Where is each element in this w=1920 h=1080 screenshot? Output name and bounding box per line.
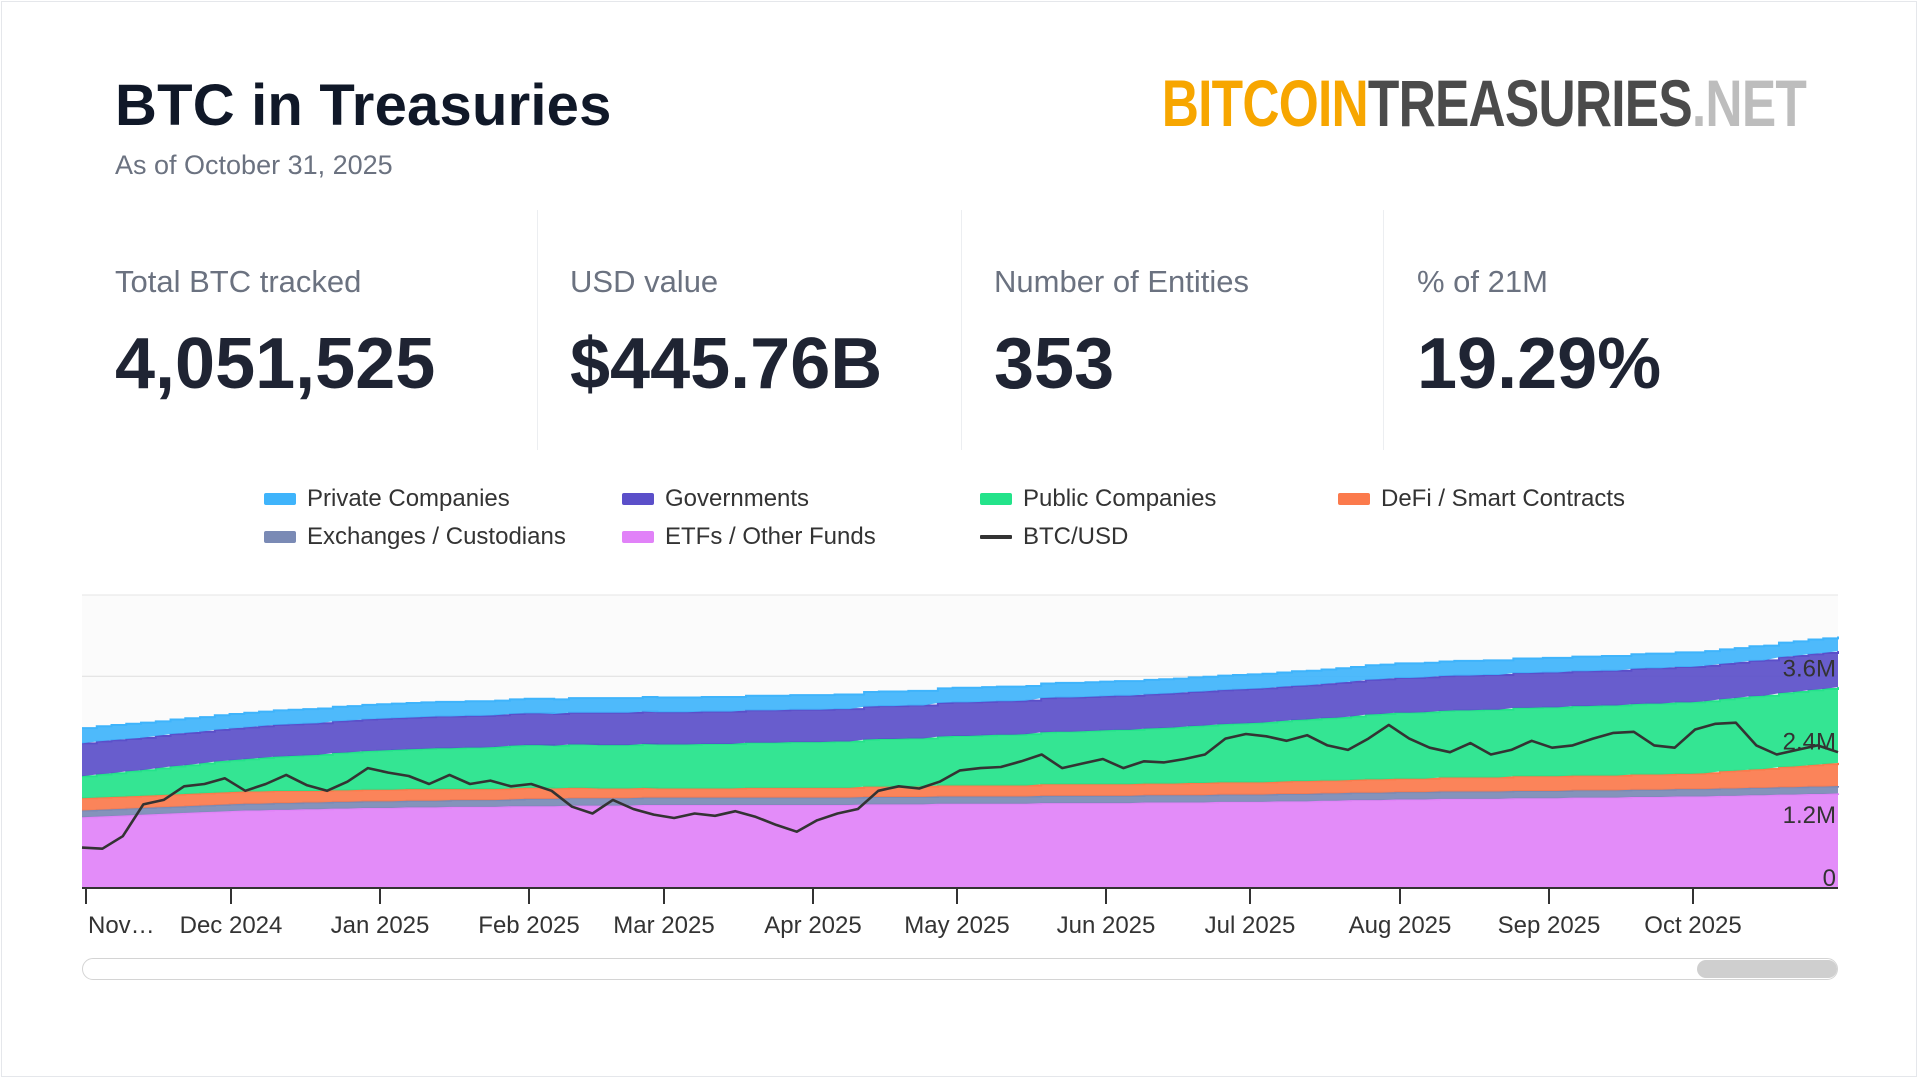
legend-label: ETFs / Other Funds — [665, 523, 876, 550]
x-tick-label: Feb 2025 — [478, 912, 579, 939]
stat-value: 19.29% — [1417, 324, 1662, 404]
x-tick-label: Jul 2025 — [1205, 912, 1296, 939]
y-tick-label: 2.4M — [1783, 729, 1836, 756]
stat-value: 4,051,525 — [115, 324, 436, 404]
area-defi-smart-contracts — [82, 762, 1838, 811]
stat-divider — [961, 210, 962, 450]
as-of-date: As of October 31, 2025 — [115, 150, 393, 180]
y-tick-label: 0 — [1823, 865, 1836, 892]
stat-value: 353 — [994, 324, 1115, 404]
page-title: BTC in Treasuries — [115, 73, 612, 138]
legend-swatch — [980, 493, 1012, 505]
x-tick-label: Apr 2025 — [764, 912, 861, 939]
legend-label: Private Companies — [307, 485, 510, 512]
area-private-companies-edge — [82, 636, 1839, 730]
legend-label: DeFi / Smart Contracts — [1381, 485, 1626, 512]
x-tick-label: Sep 2025 — [1498, 912, 1601, 939]
x-tick-label: Nov… — [88, 912, 155, 939]
area-exchanges-custodians-edge — [82, 785, 1839, 812]
x-tick-label: Mar 2025 — [613, 912, 714, 939]
area-etfs-other-funds — [82, 793, 1838, 888]
area-exchanges-custodians — [82, 786, 1838, 818]
stat-divider — [537, 210, 538, 450]
chart-scrollbar[interactable] — [82, 958, 1838, 980]
area-etfs-other-funds-edge — [82, 792, 1839, 819]
legend-label: Governments — [665, 485, 810, 512]
legend-item-governments[interactable]: Governments — [622, 485, 809, 513]
chart-legend: Private Companies Governments Public Com… — [0, 485, 1920, 565]
legend-swatch — [622, 531, 654, 543]
x-tick-label: Oct 2025 — [1644, 912, 1741, 939]
legend-label: Exchanges / Custodians — [307, 523, 566, 550]
x-tick-label: Dec 2024 — [180, 912, 283, 939]
y-tick-label: 3.6M — [1783, 655, 1836, 682]
legend-swatch — [264, 493, 296, 505]
x-tick-label: Jan 2025 — [331, 912, 430, 939]
bitcointreasuries-logo[interactable]: BITCOINTREASURIES.NET — [1161, 66, 1807, 140]
legend-item-etfs[interactable]: ETFs / Other Funds — [622, 523, 876, 551]
scrollbar-thumb[interactable] — [1697, 960, 1837, 978]
stats-row: Total BTC tracked 4,051,525 USD value $4… — [0, 210, 1920, 450]
legend-swatch — [1338, 493, 1370, 505]
legend-label: BTC/USD — [1023, 523, 1129, 550]
btc-usd-line — [81, 721, 1839, 850]
x-tick-label: Aug 2025 — [1349, 912, 1452, 939]
legend-item-exchanges[interactable]: Exchanges / Custodians — [264, 523, 566, 551]
legend-item-btc-usd[interactable]: BTC/USD — [980, 523, 1128, 551]
legend-item-public-companies[interactable]: Public Companies — [980, 485, 1216, 513]
legend-swatch — [980, 535, 1012, 539]
stat-label: Total BTC tracked — [115, 264, 362, 299]
legend-swatch — [264, 531, 296, 543]
y-tick-label: 1.2M — [1783, 802, 1836, 829]
stat-divider — [1383, 210, 1384, 450]
stat-value: $445.76B — [570, 324, 883, 404]
area-governments — [82, 651, 1838, 777]
x-tick-label: May 2025 — [904, 912, 1009, 939]
legend-item-private-companies[interactable]: Private Companies — [264, 485, 510, 513]
legend-label: Public Companies — [1023, 485, 1217, 512]
btc-treasuries-chart: 0 1.2M 2.4M 3.6M Nov… Dec 2024 Jan 2025 Feb 202… — [81, 594, 1839, 939]
area-private-companies — [82, 636, 1838, 744]
legend-item-defi[interactable]: DeFi / Smart Contracts — [1338, 485, 1625, 513]
x-tick-label: Jun 2025 — [1057, 912, 1156, 939]
stat-label: Number of Entities — [994, 264, 1249, 299]
stat-label: USD value — [570, 264, 719, 299]
legend-swatch — [622, 493, 654, 505]
area-public-companies — [82, 687, 1838, 799]
area-public-companies-edge — [82, 687, 1839, 778]
stat-label: % of 21M — [1417, 264, 1548, 299]
